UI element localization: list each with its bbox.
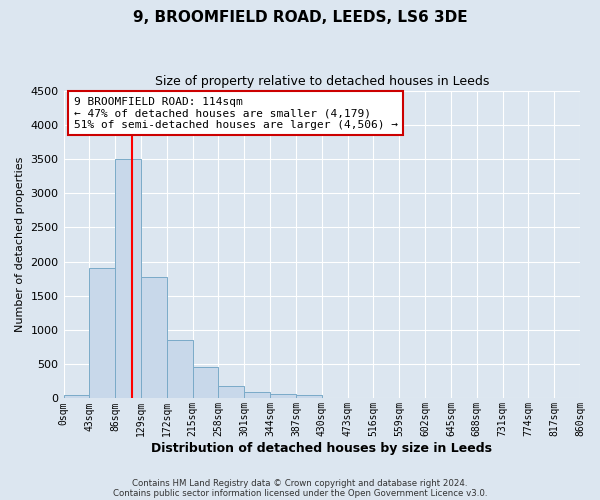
Bar: [89, 268, 115, 398]
X-axis label: Distribution of detached houses by size in Leeds: Distribution of detached houses by size …: [151, 442, 492, 455]
Text: 9 BROOMFIELD ROAD: 114sqm
← 47% of detached houses are smaller (4,179)
51% of se: 9 BROOMFIELD ROAD: 114sqm ← 47% of detac…: [74, 96, 398, 130]
Bar: [270, 394, 296, 398]
Y-axis label: Number of detached properties: Number of detached properties: [15, 157, 25, 332]
Bar: [296, 394, 322, 398]
Bar: [115, 159, 141, 398]
Text: Contains public sector information licensed under the Open Government Licence v3: Contains public sector information licen…: [113, 488, 487, 498]
Title: Size of property relative to detached houses in Leeds: Size of property relative to detached ho…: [155, 75, 489, 88]
Bar: [141, 276, 167, 398]
Bar: [167, 340, 193, 398]
Bar: [218, 386, 244, 398]
Bar: [193, 367, 218, 398]
Text: 9, BROOMFIELD ROAD, LEEDS, LS6 3DE: 9, BROOMFIELD ROAD, LEEDS, LS6 3DE: [133, 10, 467, 25]
Text: Contains HM Land Registry data © Crown copyright and database right 2024.: Contains HM Land Registry data © Crown c…: [132, 478, 468, 488]
Bar: [244, 392, 270, 398]
Bar: [64, 395, 89, 398]
